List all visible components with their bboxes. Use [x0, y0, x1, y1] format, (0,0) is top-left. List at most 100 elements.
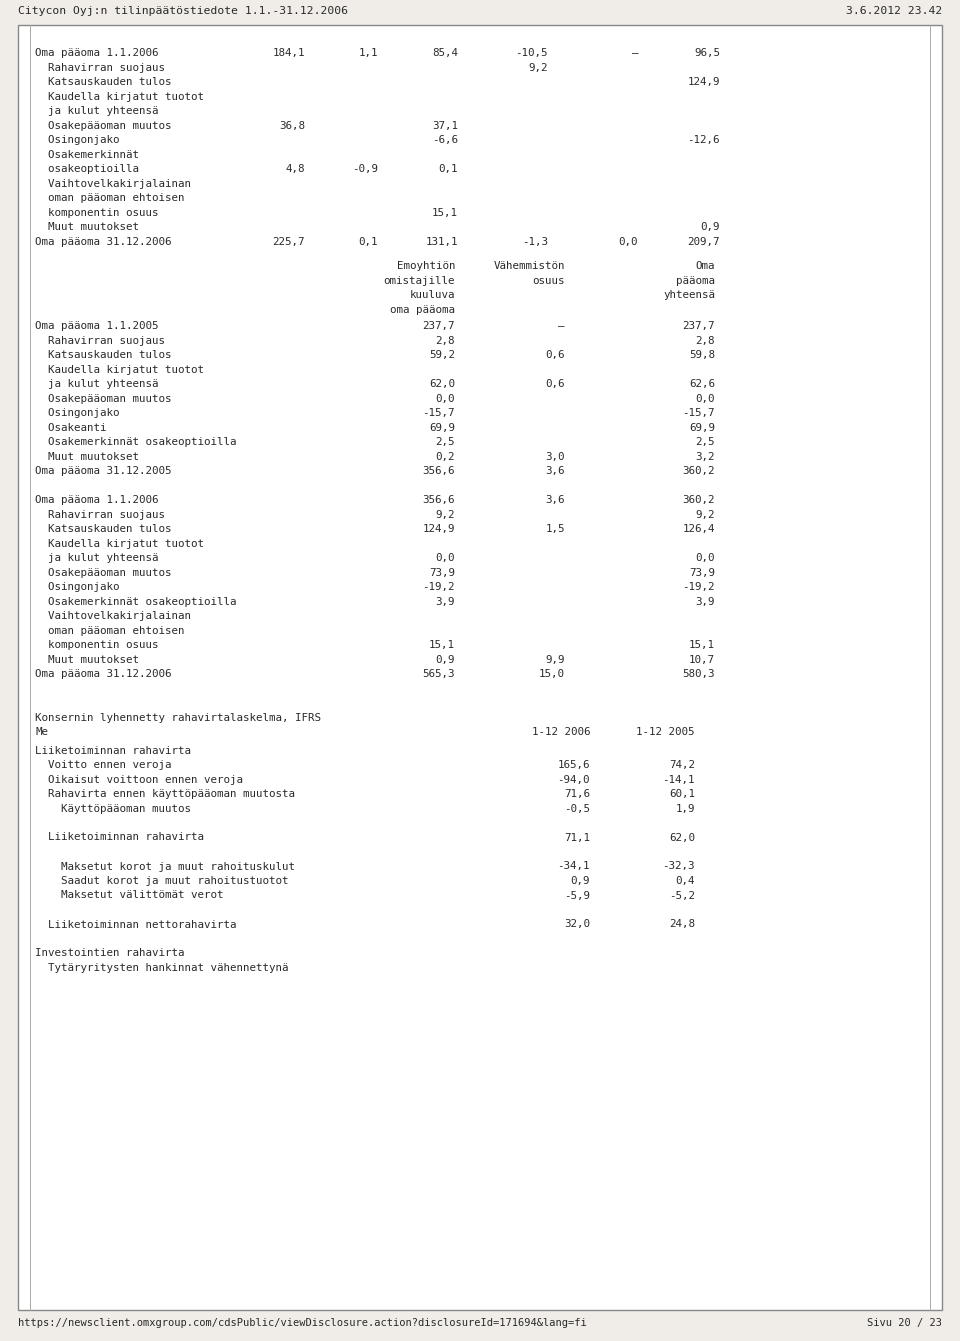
Text: 4,8: 4,8 — [285, 164, 305, 174]
Text: 580,3: 580,3 — [683, 669, 715, 679]
Text: 165,6: 165,6 — [558, 760, 590, 770]
Text: 184,1: 184,1 — [273, 48, 305, 58]
Text: 73,9: 73,9 — [689, 567, 715, 578]
Text: -19,2: -19,2 — [683, 582, 715, 591]
Text: Osingonjako: Osingonjako — [35, 135, 119, 145]
Text: https://newsclient.omxgroup.com/cdsPublic/viewDisclosure.action?disclosureId=171: https://newsclient.omxgroup.com/cdsPubli… — [18, 1318, 587, 1328]
Text: Oikaisut voittoon ennen veroja: Oikaisut voittoon ennen veroja — [35, 775, 243, 784]
Text: 73,9: 73,9 — [429, 567, 455, 578]
Text: 0,2: 0,2 — [436, 452, 455, 461]
Text: Katsauskauden tulos: Katsauskauden tulos — [35, 524, 172, 534]
Text: 225,7: 225,7 — [273, 236, 305, 247]
Text: -10,5: -10,5 — [516, 48, 548, 58]
Text: Kaudella kirjatut tuotot: Kaudella kirjatut tuotot — [35, 539, 204, 548]
Text: Käyttöpääoman muutos: Käyttöpääoman muutos — [35, 803, 191, 814]
Text: 0,9: 0,9 — [436, 654, 455, 665]
Text: 2,5: 2,5 — [436, 437, 455, 447]
Text: Oma pääoma 1.1.2005: Oma pääoma 1.1.2005 — [35, 320, 158, 331]
Text: Osakepääoman muutos: Osakepääoman muutos — [35, 393, 172, 404]
Text: 237,7: 237,7 — [683, 320, 715, 331]
Text: -15,7: -15,7 — [422, 408, 455, 418]
Text: Oma pääoma 1.1.2006: Oma pääoma 1.1.2006 — [35, 48, 158, 58]
Text: 0,0: 0,0 — [436, 393, 455, 404]
Text: Sivu 20 / 23: Sivu 20 / 23 — [867, 1318, 942, 1328]
Text: omistajille: omistajille — [383, 275, 455, 286]
Text: 15,1: 15,1 — [429, 640, 455, 650]
Text: Vaihtovelkakirjalainan: Vaihtovelkakirjalainan — [35, 611, 191, 621]
Text: -14,1: -14,1 — [662, 775, 695, 784]
Text: 0,4: 0,4 — [676, 876, 695, 886]
Text: 96,5: 96,5 — [694, 48, 720, 58]
Text: Rahavirran suojaus: Rahavirran suojaus — [35, 335, 165, 346]
Text: -15,7: -15,7 — [683, 408, 715, 418]
Text: 3,6: 3,6 — [545, 467, 565, 476]
Text: 1,9: 1,9 — [676, 803, 695, 814]
Text: 126,4: 126,4 — [683, 524, 715, 534]
Text: 85,4: 85,4 — [432, 48, 458, 58]
Text: 2,5: 2,5 — [695, 437, 715, 447]
Text: Rahavirran suojaus: Rahavirran suojaus — [35, 63, 165, 72]
Text: Oma pääoma 1.1.2006: Oma pääoma 1.1.2006 — [35, 495, 158, 506]
Text: -0,9: -0,9 — [352, 164, 378, 174]
Text: 0,9: 0,9 — [701, 223, 720, 232]
Text: 1,5: 1,5 — [545, 524, 565, 534]
Text: oman pääoman ehtoisen: oman pääoman ehtoisen — [35, 625, 184, 636]
Text: 0,1: 0,1 — [439, 164, 458, 174]
Text: Kaudella kirjatut tuotot: Kaudella kirjatut tuotot — [35, 365, 204, 374]
Text: ja kulut yhteensä: ja kulut yhteensä — [35, 380, 158, 389]
Text: 62,6: 62,6 — [689, 380, 715, 389]
Text: 74,2: 74,2 — [669, 760, 695, 770]
Text: 15,0: 15,0 — [539, 669, 565, 679]
Text: Liiketoiminnan rahavirta: Liiketoiminnan rahavirta — [35, 746, 191, 755]
Text: 62,0: 62,0 — [669, 833, 695, 842]
Text: Investointien rahavirta: Investointien rahavirta — [35, 948, 184, 959]
Text: ja kulut yhteensä: ja kulut yhteensä — [35, 106, 158, 117]
Text: 3.6.2012 23.42: 3.6.2012 23.42 — [846, 5, 942, 16]
Text: 15,1: 15,1 — [432, 208, 458, 217]
Text: Liiketoiminnan rahavirta: Liiketoiminnan rahavirta — [35, 833, 204, 842]
Text: 1,1: 1,1 — [358, 48, 378, 58]
Text: 209,7: 209,7 — [687, 236, 720, 247]
Text: -94,0: -94,0 — [558, 775, 590, 784]
Text: osuus: osuus — [533, 275, 565, 286]
Text: Osakepääoman muutos: Osakepääoman muutos — [35, 121, 172, 130]
Text: 32,0: 32,0 — [564, 920, 590, 929]
Text: Kaudella kirjatut tuotot: Kaudella kirjatut tuotot — [35, 91, 204, 102]
Text: 3,2: 3,2 — [695, 452, 715, 461]
Text: -5,2: -5,2 — [669, 890, 695, 901]
Text: Citycon Oyj:n tilinpäätöstiedote 1.1.-31.12.2006: Citycon Oyj:n tilinpäätöstiedote 1.1.-31… — [18, 5, 348, 16]
Text: 0,0: 0,0 — [695, 552, 715, 563]
Text: Vaihtovelkakirjalainan: Vaihtovelkakirjalainan — [35, 178, 191, 189]
Text: Osakepääoman muutos: Osakepääoman muutos — [35, 567, 172, 578]
Text: 62,0: 62,0 — [429, 380, 455, 389]
Text: -34,1: -34,1 — [558, 861, 590, 872]
Text: Saadut korot ja muut rahoitustuotot: Saadut korot ja muut rahoitustuotot — [35, 876, 289, 886]
Text: 1-12 2006: 1-12 2006 — [532, 727, 590, 738]
Text: 60,1: 60,1 — [669, 789, 695, 799]
Text: 15,1: 15,1 — [689, 640, 715, 650]
Text: Katsauskauden tulos: Katsauskauden tulos — [35, 350, 172, 359]
Text: 0,0: 0,0 — [695, 393, 715, 404]
Text: Osakemerkinnät osakeoptioilla: Osakemerkinnät osakeoptioilla — [35, 437, 236, 447]
Text: 2,8: 2,8 — [695, 335, 715, 346]
Text: 565,3: 565,3 — [422, 669, 455, 679]
Text: 37,1: 37,1 — [432, 121, 458, 130]
Text: 9,9: 9,9 — [545, 654, 565, 665]
Text: 3,9: 3,9 — [436, 597, 455, 606]
Text: -5,9: -5,9 — [564, 890, 590, 901]
Text: 0,9: 0,9 — [570, 876, 590, 886]
Text: 3,6: 3,6 — [545, 495, 565, 506]
Text: -0,5: -0,5 — [564, 803, 590, 814]
Text: 131,1: 131,1 — [425, 236, 458, 247]
Text: Katsauskauden tulos: Katsauskauden tulos — [35, 76, 172, 87]
Text: 69,9: 69,9 — [429, 422, 455, 433]
Text: Osingonjako: Osingonjako — [35, 582, 119, 591]
Text: Muut muutokset: Muut muutokset — [35, 654, 139, 665]
Text: -1,3: -1,3 — [522, 236, 548, 247]
Text: 36,8: 36,8 — [279, 121, 305, 130]
Text: Konsernin lyhennetty rahavirtalaskelma, IFRS: Konsernin lyhennetty rahavirtalaskelma, … — [35, 712, 321, 723]
Text: Osakeanti: Osakeanti — [35, 422, 107, 433]
Text: Rahavirta ennen käyttöpääoman muutosta: Rahavirta ennen käyttöpääoman muutosta — [35, 789, 295, 799]
Text: komponentin osuus: komponentin osuus — [35, 640, 158, 650]
Text: Oma pääoma 31.12.2006: Oma pääoma 31.12.2006 — [35, 669, 172, 679]
